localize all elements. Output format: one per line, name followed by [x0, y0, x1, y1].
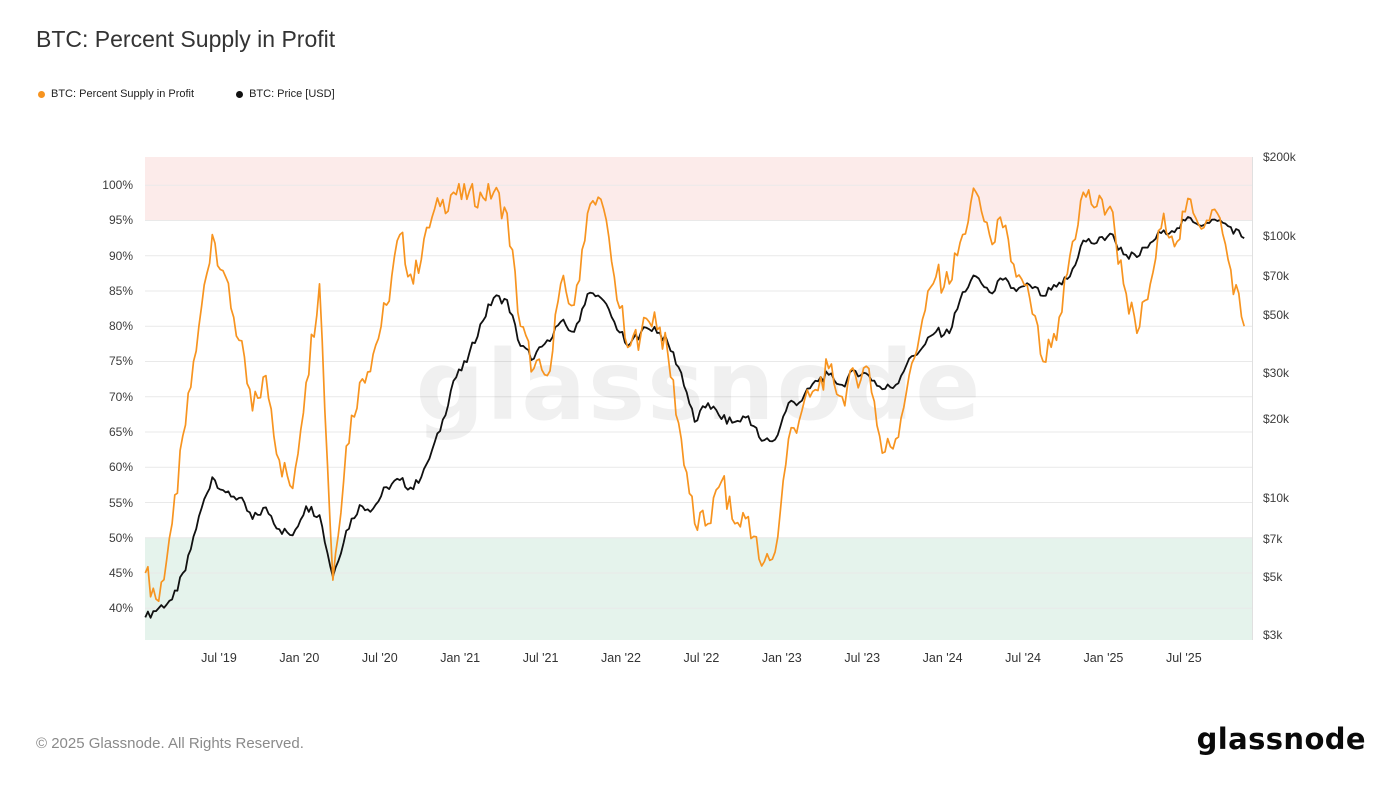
- x-axis-label: Jan '20: [279, 651, 320, 665]
- x-axis-label: Jul '24: [1005, 651, 1041, 665]
- y-axis-label-left: 50%: [108, 530, 133, 545]
- legend-label-price: BTC: Price [USD]: [249, 88, 335, 100]
- percent-supply-line: [144, 182, 1246, 603]
- page-title: BTC: Percent Supply in Profit: [36, 26, 336, 52]
- y-axis-label-left: 75%: [108, 354, 133, 369]
- x-axis-label: Jan '22: [601, 651, 641, 665]
- y-axis-label-left: 90%: [108, 248, 133, 263]
- y-axis-label-left: 95%: [108, 213, 133, 228]
- x-axis-label: Jan '24: [922, 651, 963, 665]
- price-line: [144, 216, 1245, 619]
- y-axis-label-left: 55%: [108, 495, 133, 510]
- legend-item-price[interactable]: BTC: Price [USD]: [236, 88, 335, 100]
- y-axis-label-right: $3k: [1263, 627, 1283, 642]
- x-axis-label: Jul '23: [844, 651, 881, 665]
- y-axis-label-left: 60%: [108, 460, 133, 475]
- y-axis-label-left: 70%: [108, 389, 133, 404]
- legend-item-percent-supply[interactable]: BTC: Percent Supply in Profit: [38, 88, 194, 100]
- legend-label-percent-supply: BTC: Percent Supply in Profit: [51, 88, 195, 100]
- y-axis-label-right: $200k: [1263, 150, 1296, 164]
- y-axis-label-right: $10k: [1263, 490, 1290, 505]
- legend-dot-percent-supply-icon: [38, 90, 45, 98]
- y-axis-label-left: 65%: [108, 424, 133, 439]
- x-axis-label: Jan '21: [440, 651, 481, 665]
- x-axis-label: Jul '21: [522, 651, 559, 665]
- y-axis-label-right: $70k: [1263, 269, 1290, 284]
- y-axis-label-left: 45%: [108, 566, 133, 580]
- y-axis-label-left: 100%: [102, 178, 133, 193]
- y-axis-label-left: 40%: [108, 601, 133, 616]
- y-axis-label-left: 85%: [108, 283, 133, 298]
- x-axis-label: Jan '25: [1083, 651, 1124, 665]
- chart-legend: BTC: Percent Supply in Profit BTC: Price…: [38, 88, 335, 100]
- y-axis-label-right: $100k: [1263, 228, 1296, 243]
- y-axis-label-left: 80%: [108, 319, 133, 334]
- glassnode-logo: glassnode: [1196, 722, 1366, 756]
- y-axis-label-right: $20k: [1263, 412, 1290, 427]
- watermark: glassnode: [416, 330, 983, 442]
- x-axis-label: Jul '20: [361, 651, 398, 665]
- x-axis-label: Jul '19: [201, 651, 237, 665]
- legend-dot-price-icon: [236, 90, 244, 98]
- overvalued-band: [145, 157, 1253, 221]
- y-axis-label-right: $7k: [1263, 531, 1283, 546]
- y-axis-label-right: $5k: [1263, 569, 1283, 584]
- y-axis-label-right: $30k: [1263, 365, 1290, 380]
- chart-plot-area[interactable]: glassnode: [144, 157, 1253, 640]
- x-axis-label: Jul '22: [683, 651, 720, 665]
- undervalued-band: [145, 537, 1253, 640]
- y-axis-label-right: $50k: [1263, 307, 1290, 322]
- x-axis-label: Jul '25: [1165, 651, 1202, 665]
- copyright-text: © 2025 Glassnode. All Rights Reserved.: [36, 735, 304, 752]
- x-axis-label: Jan '23: [761, 651, 802, 665]
